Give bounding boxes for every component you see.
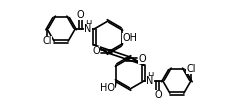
Text: O: O [76, 10, 84, 20]
Text: H: H [147, 71, 153, 81]
Text: H: H [85, 19, 91, 28]
Text: Cl: Cl [42, 36, 52, 46]
Text: OH: OH [122, 33, 137, 43]
Text: O: O [92, 46, 100, 56]
Text: N: N [146, 76, 153, 86]
Text: HO: HO [100, 83, 115, 93]
Text: Cl: Cl [186, 64, 196, 74]
Text: O: O [138, 54, 146, 64]
Text: N: N [84, 24, 92, 34]
Text: O: O [154, 90, 162, 100]
